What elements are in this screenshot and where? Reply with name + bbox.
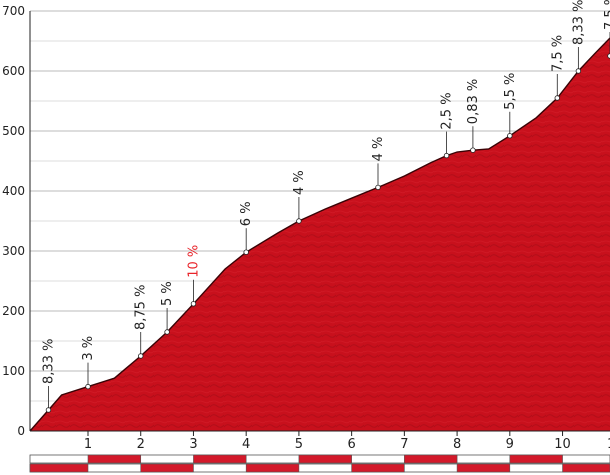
- grade-marker: [190, 301, 197, 307]
- km-band-strip: [29, 454, 610, 473]
- km-band-segment: [193, 454, 247, 464]
- grade-marker: [554, 95, 560, 101]
- y-tick-label: 100: [2, 364, 25, 378]
- grade-label: 8,75 %: [134, 285, 149, 330]
- grade-marker: [85, 383, 91, 390]
- x-tick-label: 4: [242, 437, 250, 452]
- grade-marker: [507, 133, 513, 139]
- grade-marker: [164, 329, 170, 335]
- y-tick-label: 300: [2, 244, 25, 258]
- y-tick-label: 0: [17, 424, 25, 438]
- grade-marker: [470, 147, 476, 153]
- y-tick-label: 500: [2, 124, 25, 138]
- grade-marker: [607, 53, 610, 59]
- km-band-segment: [245, 463, 300, 473]
- profile-area: [29, 37, 610, 432]
- x-tick-labels: 1 2 3 4 5 6 7 8 9 10 11: [84, 431, 610, 452]
- km-band-segment: [298, 454, 352, 464]
- grade-label: 7,5 %: [550, 35, 565, 72]
- x-tick-label: 11: [607, 437, 610, 452]
- axes: [29, 11, 610, 432]
- grade-label: 5 %: [160, 281, 175, 306]
- grade-label: 8,33 %: [571, 0, 586, 45]
- km-band-segment: [404, 454, 458, 464]
- km-band-segment: [87, 454, 142, 464]
- grade-marker: [575, 68, 582, 74]
- grade-label: 10 %: [186, 245, 201, 278]
- y-tick-label: 700: [2, 4, 25, 18]
- y-tick-label: 200: [2, 304, 25, 318]
- grade-marker: [243, 249, 249, 255]
- x-tick-label: 2: [137, 437, 145, 452]
- grade-marker: [45, 407, 52, 413]
- profile-fill: [30, 38, 610, 431]
- km-band-segment: [140, 463, 194, 473]
- grade-marker: [138, 353, 144, 359]
- grade-marker: [375, 184, 381, 191]
- y-tick-label: 600: [2, 64, 25, 78]
- km-band-segment: [29, 463, 89, 473]
- grade-label: 3 %: [81, 336, 96, 361]
- grade-label: 0,83 %: [466, 79, 481, 124]
- grade-marker: [296, 218, 302, 224]
- x-tick-label: 10: [554, 437, 571, 452]
- x-tick-label: 6: [347, 437, 355, 452]
- km-band-segment: [351, 463, 405, 473]
- grade-label: 5,5 %: [503, 73, 518, 110]
- grade-marker: [443, 152, 450, 159]
- profile-outline: [29, 37, 610, 432]
- grade-label: 4 %: [371, 137, 386, 162]
- km-band-segment: [562, 463, 610, 473]
- x-tick-label: 7: [400, 437, 408, 452]
- grade-label: 7,5 %: [603, 0, 610, 30]
- km-band-segment: [456, 463, 511, 473]
- grade-labels: 8,33 % 3 % 8,75 % 5 % 10 % 6 % 4 % 4 % 2,5 % 0,83…: [41, 0, 610, 413]
- km-band-segment: [509, 454, 563, 464]
- x-tick-label: 3: [189, 437, 197, 452]
- x-tick-label: 8: [453, 437, 461, 452]
- x-tick-label: 5: [295, 437, 303, 452]
- grade-label: 8,33 %: [41, 339, 56, 384]
- grade-label: 4 %: [292, 170, 307, 195]
- grade-label: 6 %: [239, 201, 254, 226]
- km-band-row: [29, 463, 610, 473]
- y-tick-labels: 0 100 200 300 400 500 600 700: [2, 4, 25, 438]
- x-tick-label: 9: [506, 437, 514, 452]
- y-tick-label: 400: [2, 184, 25, 198]
- grade-label: 2,5 %: [440, 92, 455, 129]
- x-tick-label: 1: [84, 437, 92, 452]
